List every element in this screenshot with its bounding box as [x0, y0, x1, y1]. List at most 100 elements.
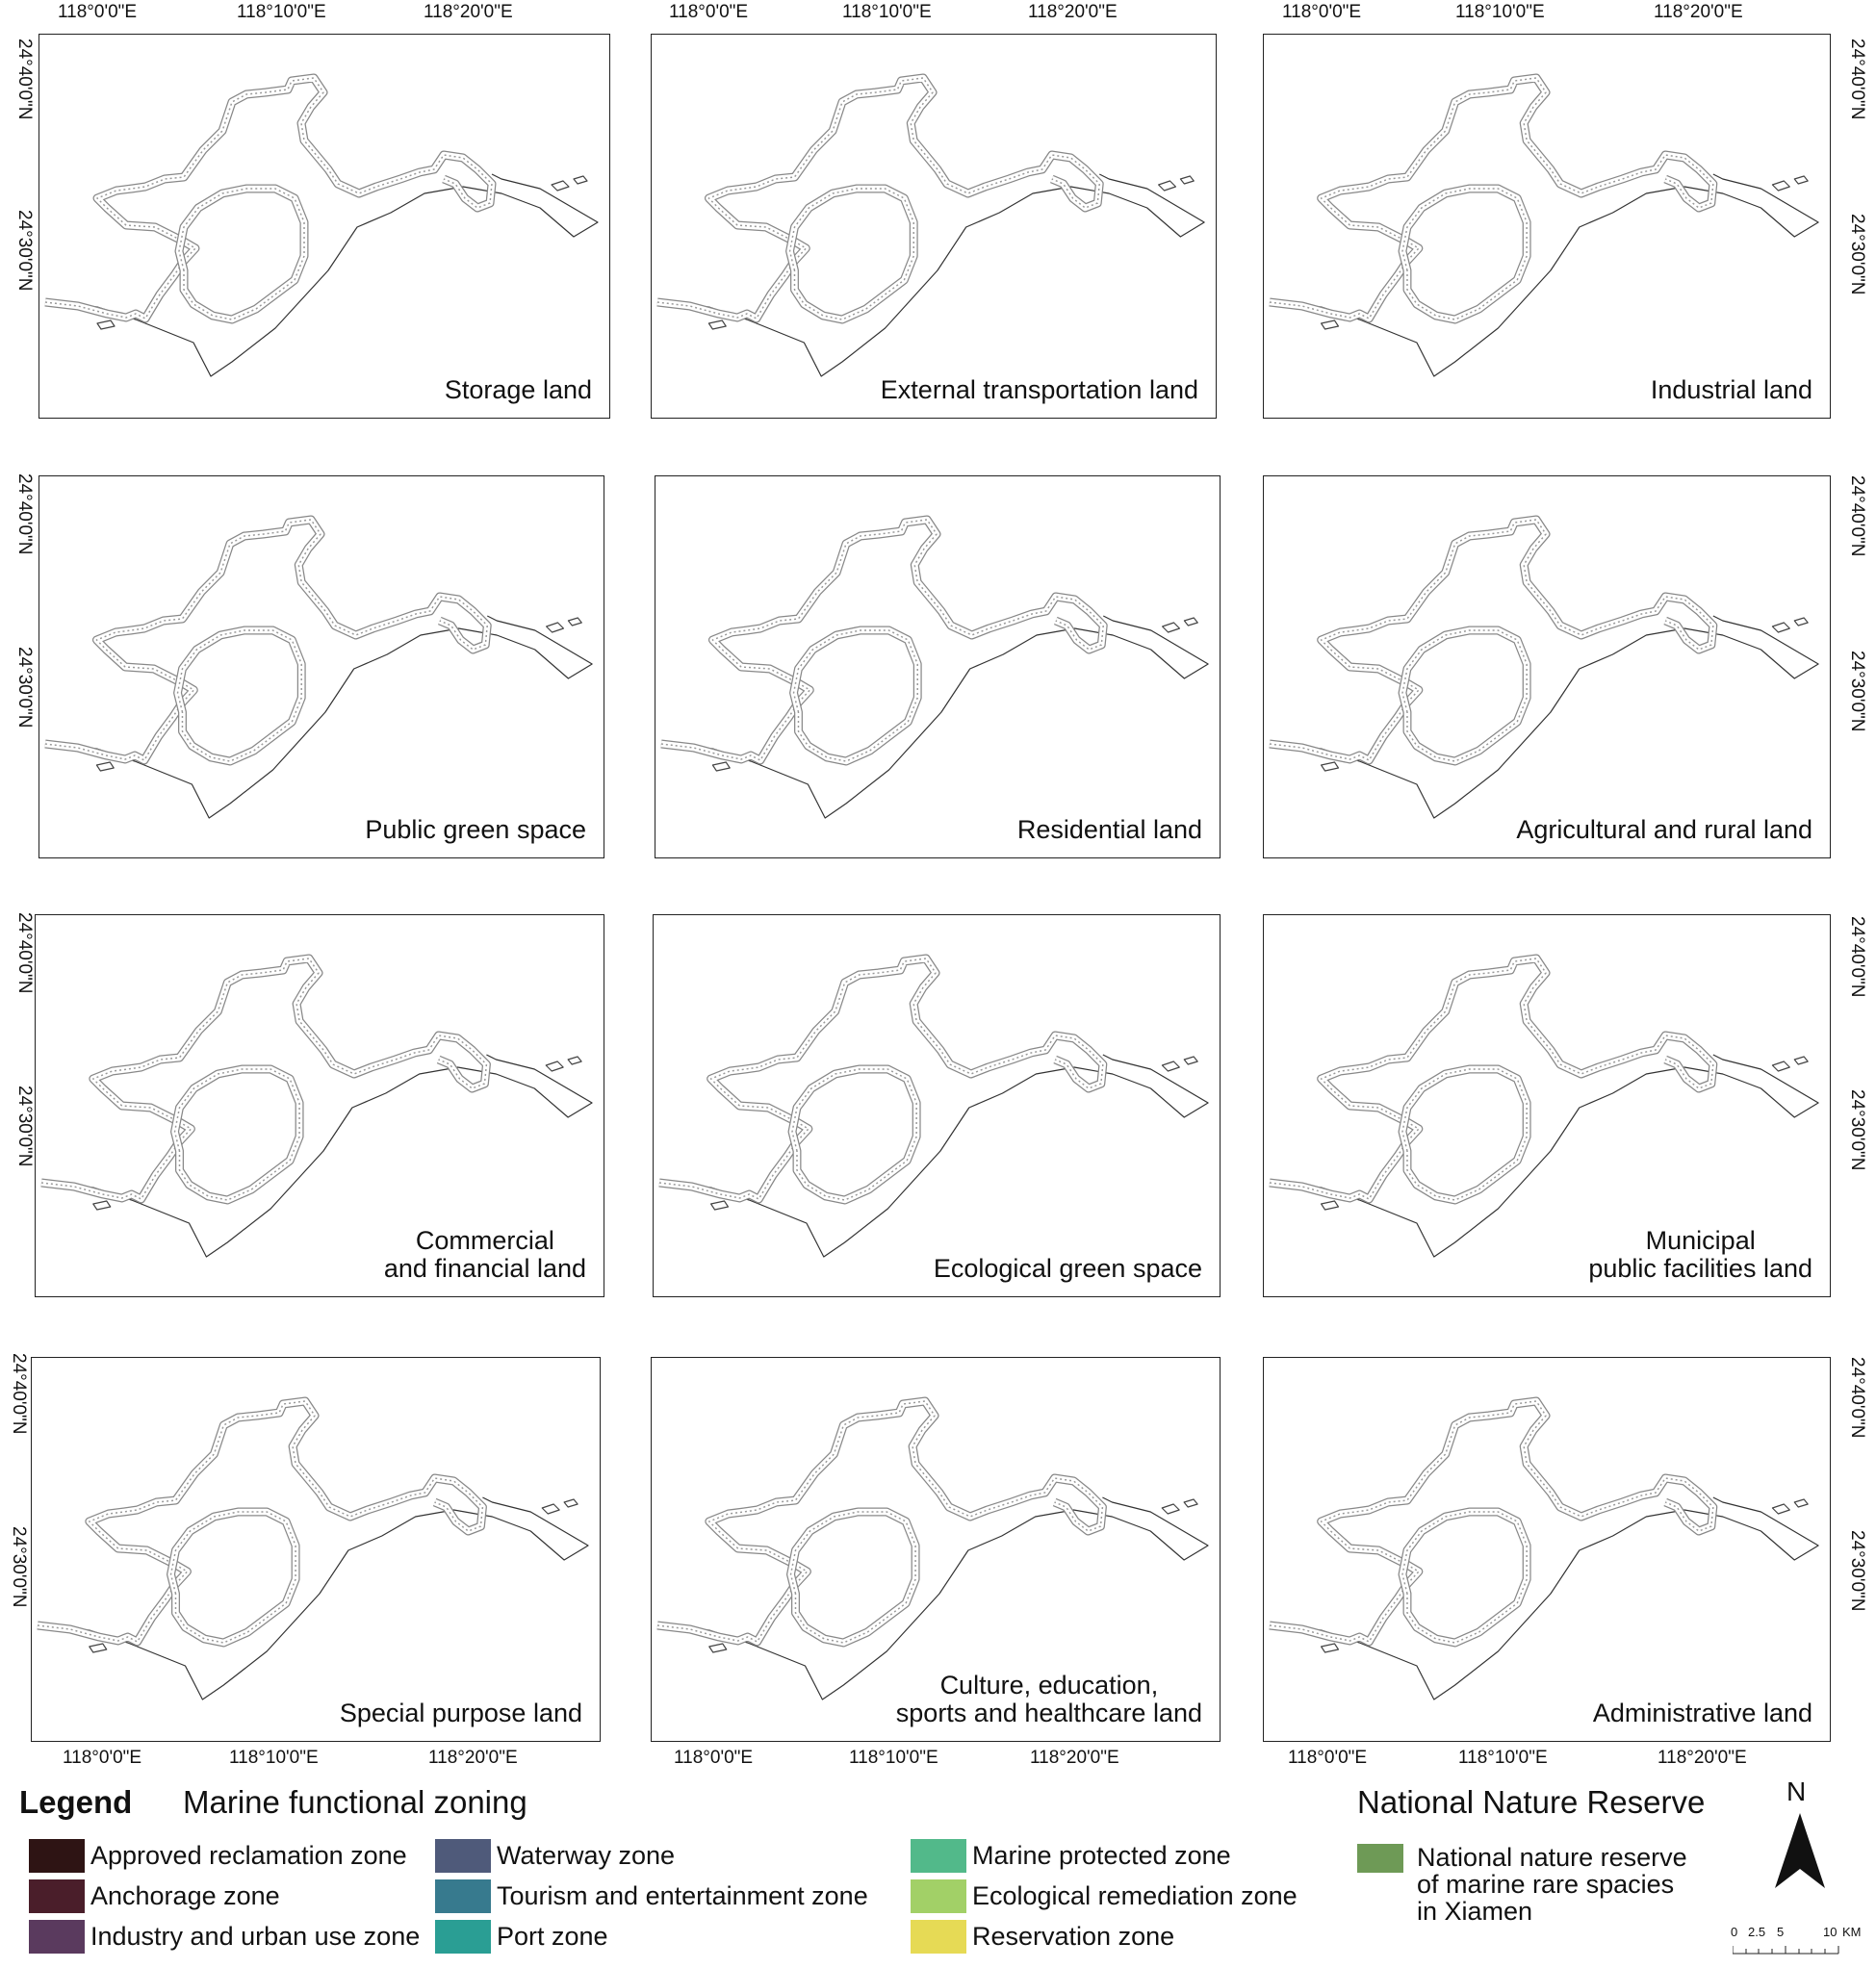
- legend-label: Tourism and entertainment zone: [497, 1880, 868, 1910]
- panel-label: External transportation land: [880, 375, 1198, 404]
- lat-label: 24°30'0"N: [1847, 1089, 1867, 1171]
- lat-label: 24°40'0"N: [1847, 38, 1867, 120]
- map-panel-external-transportation: External transportation land: [651, 34, 1217, 419]
- marine-zoning-title: Marine functional zoning: [183, 1784, 527, 1820]
- lon-label: 118°0'0"E: [1288, 1748, 1368, 1768]
- map-panel-residential: Residential land: [655, 475, 1221, 858]
- reserve-title: National Nature Reserve: [1357, 1784, 1706, 1820]
- lon-label: 118°10'0"E: [1455, 2, 1545, 22]
- legend-swatch: [911, 1838, 966, 1873]
- panel-label: Agricultural and rural land: [1516, 815, 1812, 844]
- coastline-map: [44, 515, 593, 819]
- panel-label: Public green space: [365, 815, 586, 844]
- lon-label: 118°10'0"E: [1458, 1748, 1548, 1768]
- coastline-map: [37, 1396, 589, 1700]
- legend-swatch: [435, 1919, 491, 1954]
- lon-label: 118°20'0"E: [428, 1748, 518, 1768]
- coastline-map: [44, 73, 599, 377]
- lon-label: 118°20'0"E: [1028, 2, 1118, 22]
- legend-label: Anchorage zone: [90, 1880, 280, 1910]
- map-panel-agricultural-rural: Agricultural and rural land: [1263, 475, 1831, 858]
- coastline-map: [660, 515, 1209, 819]
- legend-item-ecological-remediation: Ecological remediation zone: [911, 1878, 1298, 1914]
- panel-label: Municipal public facilities land: [1588, 1226, 1812, 1283]
- legend-label: Port zone: [497, 1921, 608, 1951]
- north-arrow-icon: N: [1771, 1776, 1829, 1892]
- lon-label: 118°0'0"E: [1282, 2, 1362, 22]
- coastline-map: [1269, 73, 1819, 377]
- panel-label: Industrial land: [1650, 375, 1812, 404]
- legend-label: National nature reserve of marine rare s…: [1417, 1843, 1687, 1926]
- legend-item-port: Port zone: [435, 1918, 608, 1955]
- coastline-map: [1269, 1396, 1819, 1700]
- lat-label: 24°30'0"N: [1847, 651, 1867, 732]
- map-panel-administrative: Administrative land: [1263, 1357, 1831, 1742]
- panel-label: Commercial and financial land: [383, 1226, 586, 1283]
- legend-label: Ecological remediation zone: [972, 1880, 1298, 1910]
- scale-unit: KM: [1842, 1925, 1862, 1939]
- legend-label: Approved reclamation zone: [90, 1840, 407, 1870]
- map-panel-public-green-space: Public green space: [39, 475, 604, 858]
- panel-label: Storage land: [444, 375, 592, 404]
- lat-label: 24°40'0"N: [14, 473, 35, 555]
- lat-label: 24°40'0"N: [1847, 475, 1867, 557]
- lat-label: 24°30'0"N: [14, 210, 35, 292]
- panel-label: Culture, education, sports and healthcar…: [895, 1671, 1202, 1727]
- map-panel-ecological-green-space: Ecological green space: [653, 914, 1221, 1297]
- legend-item-marine-protected: Marine protected zone: [911, 1837, 1231, 1874]
- lon-label: 118°0'0"E: [63, 1748, 142, 1768]
- map-panel-special-purpose: Special purpose land: [31, 1357, 601, 1742]
- scale-tick: 2.5: [1748, 1925, 1766, 1939]
- panel-label: Ecological green space: [933, 1254, 1202, 1283]
- coastline-map: [656, 1396, 1209, 1700]
- map-panel-industrial: Industrial land: [1263, 34, 1831, 419]
- legend-swatch: [29, 1919, 85, 1954]
- legend-item-national-reserve: National nature reserve of marine rare s…: [1357, 1844, 1687, 1925]
- scale-bar: 0 2.5 5 10 KM: [1729, 1925, 1873, 1963]
- lon-label: 118°20'0"E: [1658, 1748, 1747, 1768]
- panel-label: Residential land: [1016, 815, 1202, 844]
- lat-label: 24°40'0"N: [1847, 916, 1867, 998]
- lat-label: 24°30'0"N: [9, 1526, 29, 1608]
- lat-label: 24°30'0"N: [1847, 1530, 1867, 1612]
- panel-label: Administrative land: [1592, 1699, 1812, 1727]
- lon-label: 118°0'0"E: [674, 1748, 754, 1768]
- lon-label: 118°20'0"E: [1654, 2, 1743, 22]
- legend-item-reservation: Reservation zone: [911, 1918, 1174, 1955]
- legend-item-anchorage: Anchorage zone: [29, 1878, 280, 1914]
- legend-swatch: [29, 1879, 85, 1913]
- lat-label: 24°30'0"N: [14, 1086, 35, 1167]
- map-panel-culture-education: Culture, education, sports and healthcar…: [651, 1357, 1221, 1742]
- coastline-map: [40, 954, 593, 1258]
- lat-label: 24°30'0"N: [14, 647, 35, 728]
- legend-swatch: [1357, 1844, 1403, 1873]
- legend-swatch: [911, 1879, 966, 1913]
- lon-label: 118°0'0"E: [58, 2, 138, 22]
- lon-label: 118°10'0"E: [237, 2, 326, 22]
- legend-item-approved-reclamation: Approved reclamation zone: [29, 1837, 407, 1874]
- coastline-map: [658, 954, 1209, 1258]
- coastline-map: [656, 73, 1205, 377]
- scale-tick: 5: [1777, 1925, 1785, 1939]
- lon-label: 118°20'0"E: [424, 2, 513, 22]
- lat-label: 24°40'0"N: [1847, 1357, 1867, 1439]
- scale-tick: 10: [1823, 1925, 1837, 1939]
- legend-label: Marine protected zone: [972, 1840, 1231, 1870]
- lat-label: 24°40'0"N: [14, 38, 35, 120]
- lon-label: 118°10'0"E: [229, 1748, 319, 1768]
- lon-label: 118°0'0"E: [669, 2, 749, 22]
- lat-label: 24°30'0"N: [1847, 214, 1867, 295]
- lon-label: 118°20'0"E: [1030, 1748, 1119, 1768]
- legend-title: Legend: [19, 1784, 133, 1820]
- legend-swatch: [911, 1919, 966, 1954]
- lat-label: 24°40'0"N: [14, 912, 35, 994]
- map-panel-municipal-facilities: Municipal public facilities land: [1263, 914, 1831, 1297]
- lon-label: 118°10'0"E: [849, 1748, 938, 1768]
- legend-item-industry-urban: Industry and urban use zone: [29, 1918, 420, 1955]
- map-panel-commercial-financial: Commercial and financial land: [35, 914, 604, 1297]
- lon-label: 118°10'0"E: [842, 2, 932, 22]
- legend-swatch: [435, 1879, 491, 1913]
- legend-item-waterway: Waterway zone: [435, 1837, 675, 1874]
- panel-label: Special purpose land: [339, 1699, 582, 1727]
- legend-swatch: [29, 1838, 85, 1873]
